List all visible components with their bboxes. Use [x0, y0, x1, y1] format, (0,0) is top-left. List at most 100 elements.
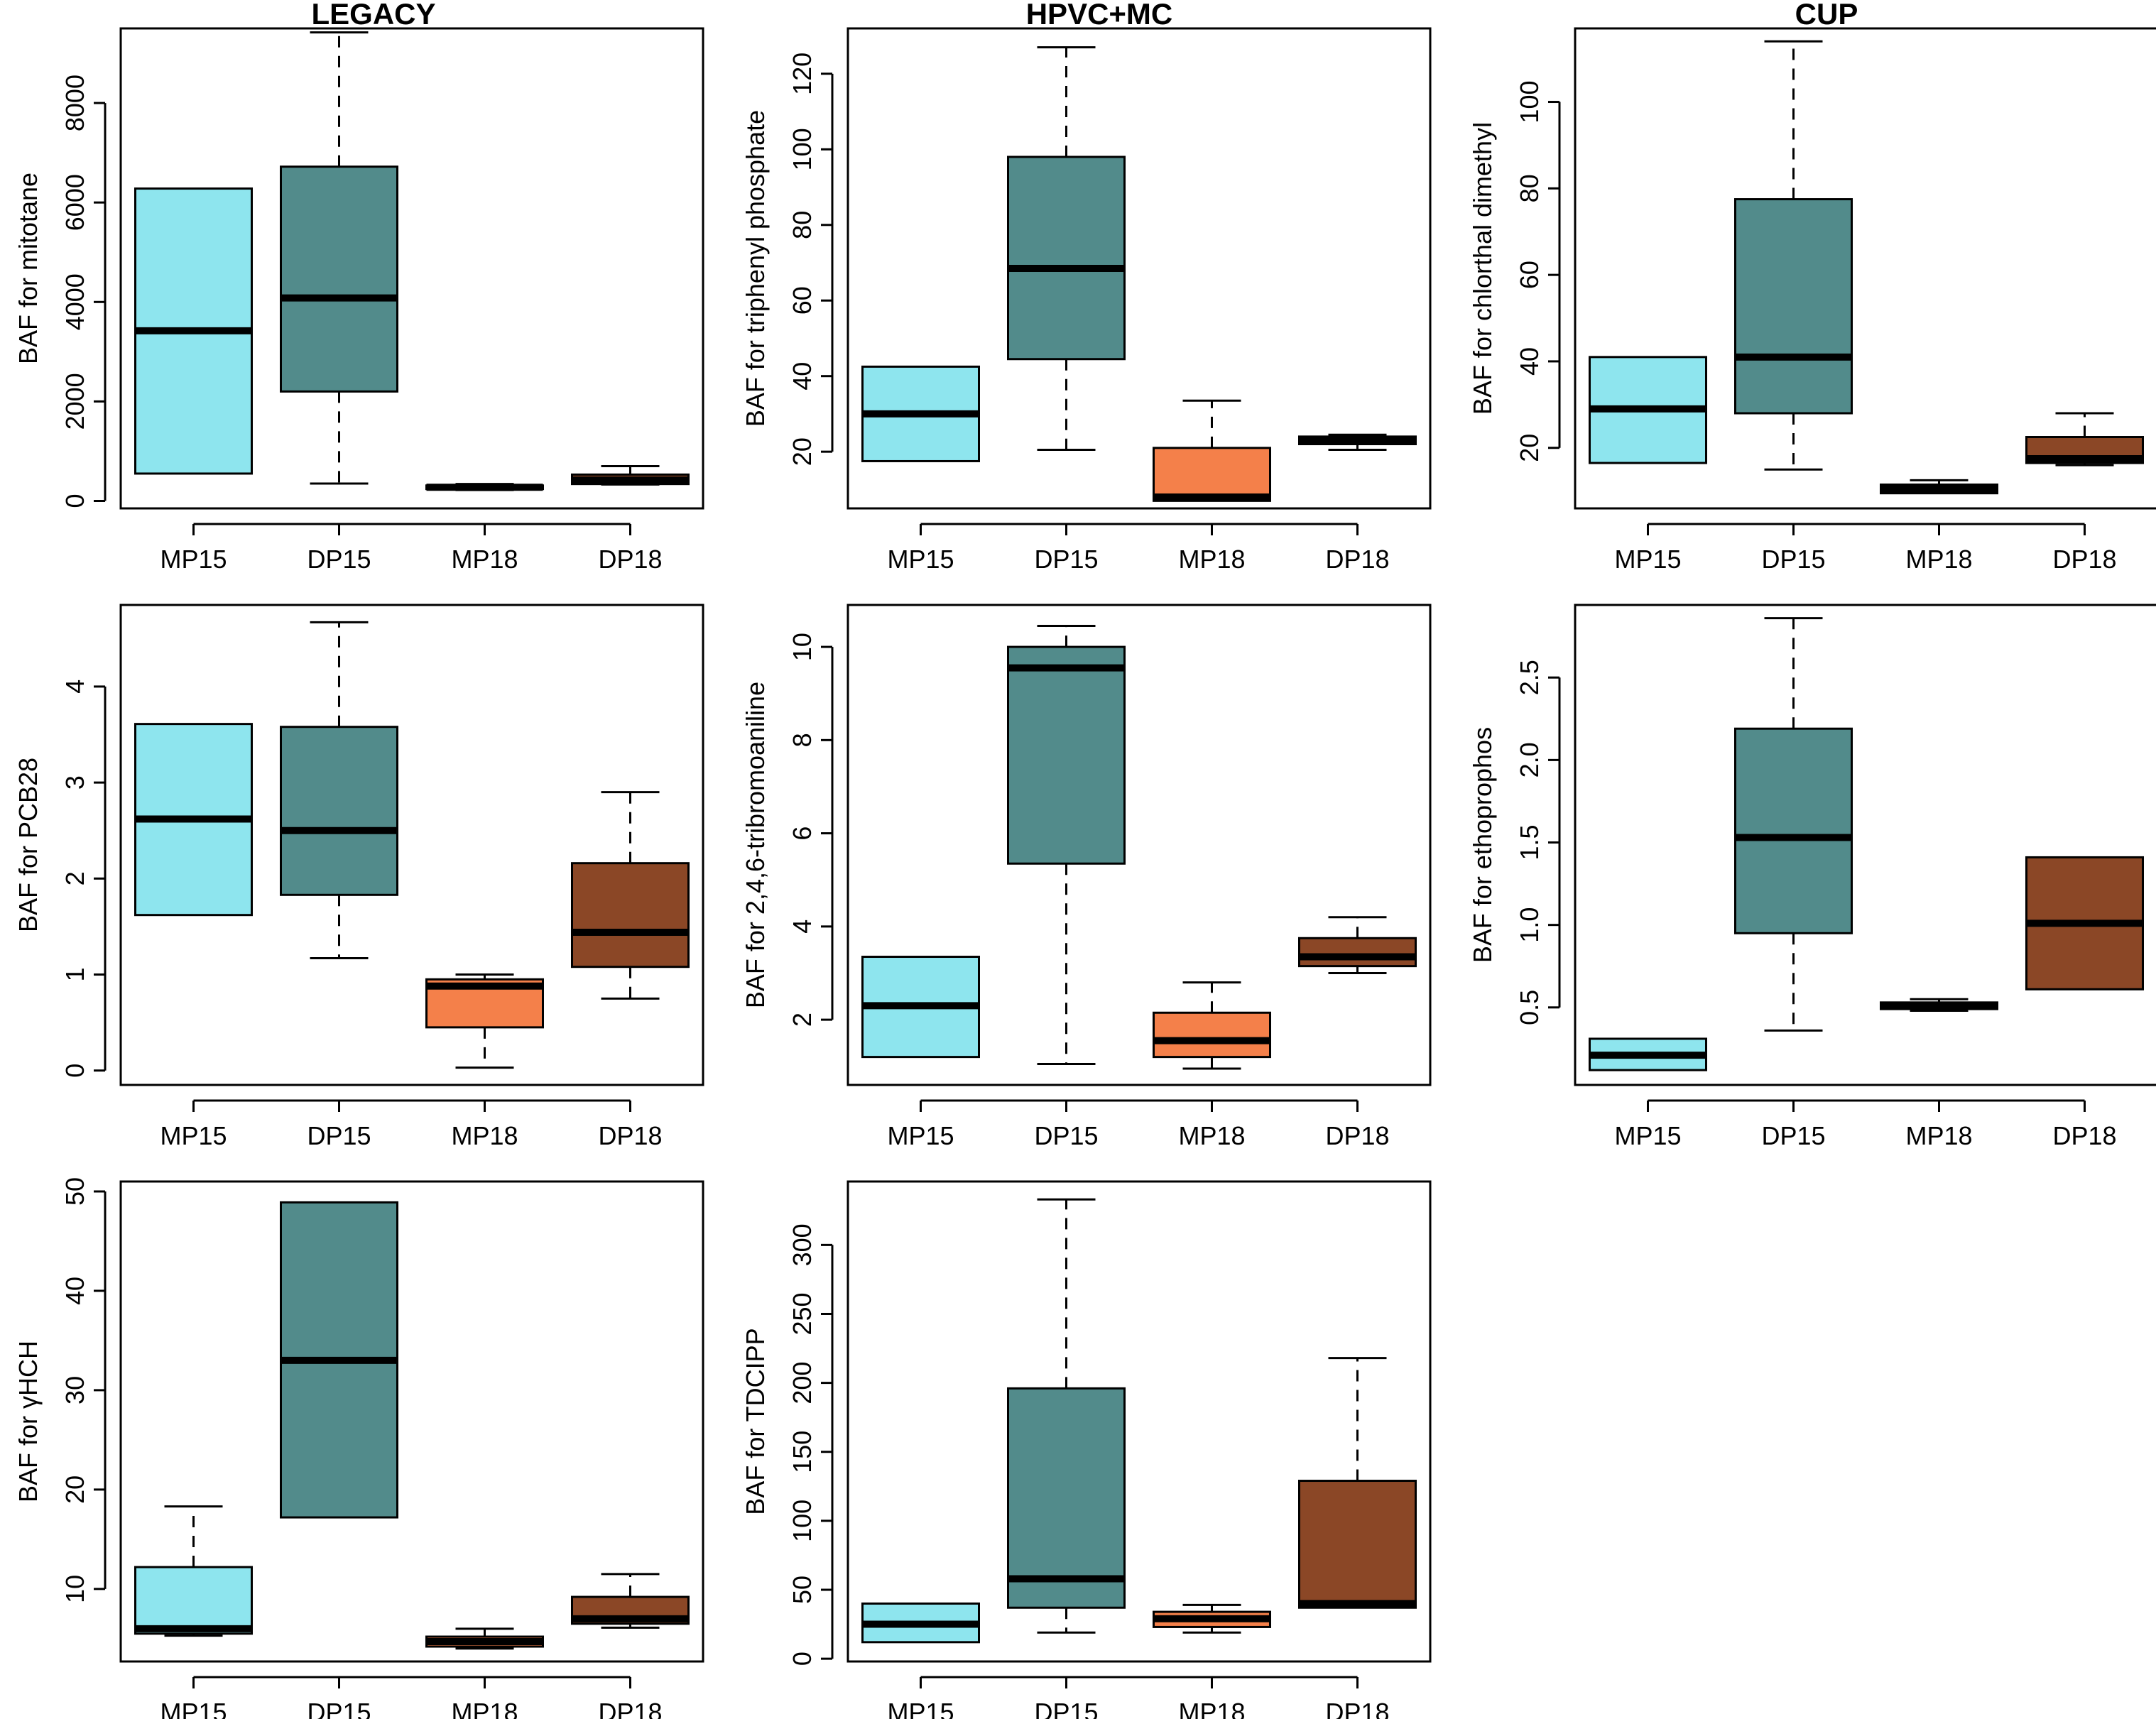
- box-dp18: [2025, 412, 2144, 466]
- y-tick-label: 200: [788, 1362, 817, 1404]
- box-body: [1734, 727, 1853, 934]
- y-tick-label: 80: [788, 211, 817, 239]
- box-body: [1298, 1480, 1417, 1609]
- boxplot-panel-4: 0 1 2 3 4 BAF for PCB28 MP15 DP15 MP18 DP18: [13, 604, 704, 1150]
- box-mp15: [861, 1602, 980, 1644]
- y-tick-label: 40: [788, 362, 817, 391]
- plot-frame: [119, 604, 704, 1086]
- x-tick-label: DP18: [598, 1121, 662, 1150]
- boxplot-panel-6: 0.5 1.0 1.5 2.0 2.5 BAF for ethoprophos MP15 DP…: [1468, 604, 2156, 1150]
- box-dp15: [1007, 46, 1126, 451]
- y-tick-label: 80: [1515, 174, 1544, 202]
- y-tick-label: 300: [788, 1223, 817, 1266]
- column-title-legacy: LEGACY: [311, 0, 435, 31]
- x-tick-label: MP15: [887, 545, 954, 574]
- x-tick-label: DP15: [1761, 1121, 1825, 1150]
- y-tick-label: 10: [60, 1575, 89, 1603]
- y-tick-label: 50: [788, 1576, 817, 1604]
- boxplot-panel-3: 20 40 60 80 100 BAF for chlorthal dimethyl MP1…: [1468, 27, 2156, 574]
- y-axis-label: BAF for chlorthal dimethyl: [1468, 122, 1497, 415]
- x-tick-label: MP15: [887, 1698, 954, 1719]
- y-tick-label: 4: [788, 919, 817, 934]
- x-tick-label: MP18: [1905, 1121, 1972, 1150]
- y-tick-label: 50: [60, 1177, 89, 1206]
- x-tick-label: MP15: [160, 1121, 227, 1150]
- box-dp15: [280, 1201, 398, 1519]
- box-dp18: [1298, 1357, 1417, 1609]
- x-tick-label: MP15: [887, 1121, 954, 1150]
- plot-frame: [1574, 27, 2156, 510]
- y-tick-label: 1: [60, 968, 89, 982]
- box-dp15: [280, 621, 398, 960]
- box-body: [1007, 1387, 1126, 1609]
- box-mp15: [861, 365, 980, 462]
- plot-frame: [846, 604, 1432, 1086]
- y-tick-label: 2.5: [1515, 660, 1544, 695]
- x-tick-label: MP18: [451, 545, 518, 574]
- x-tick-label: DP18: [598, 1698, 662, 1719]
- box-mp15: [134, 1505, 253, 1637]
- x-tick-label: DP18: [2052, 1121, 2116, 1150]
- x-tick-label: MP15: [160, 545, 227, 574]
- box-body: [1007, 155, 1126, 361]
- y-tick-label: 1.5: [1515, 824, 1544, 860]
- y-tick-label: 2.0: [1515, 742, 1544, 777]
- box-mp18: [425, 973, 544, 1069]
- box-body: [280, 726, 398, 896]
- box-mp18: [1880, 998, 1998, 1012]
- box-mp18: [1153, 1603, 1271, 1634]
- box-body: [1734, 198, 1853, 415]
- y-tick-label: 40: [1515, 347, 1544, 376]
- y-axis-label: BAF for ethoprophos: [1468, 727, 1497, 963]
- box-mp15: [134, 187, 253, 475]
- plot-frame: [119, 1180, 704, 1663]
- y-tick-label: 60: [788, 286, 817, 315]
- x-tick-label: DP15: [307, 1698, 371, 1719]
- y-tick-label: 4: [60, 680, 89, 694]
- y-tick-label: 2: [788, 1013, 817, 1027]
- y-axis-label: BAF for PCB28: [13, 758, 43, 932]
- y-tick-label: 0: [788, 1652, 817, 1666]
- x-tick-label: DP15: [307, 545, 371, 574]
- box-dp18: [571, 464, 690, 486]
- y-tick-label: 30: [60, 1376, 89, 1404]
- box-mp18: [1153, 981, 1271, 1070]
- box-body: [280, 165, 398, 393]
- y-tick-label: 0: [60, 493, 89, 508]
- x-tick-label: DP15: [1034, 1121, 1098, 1150]
- y-axis-label: BAF for TDCIPP: [741, 1328, 770, 1515]
- y-tick-label: 6: [788, 826, 817, 841]
- x-tick-label: MP18: [1178, 1698, 1245, 1719]
- box-body: [1007, 645, 1126, 865]
- y-tick-label: 8000: [60, 75, 89, 131]
- y-axis-label: BAF for 2,4,6-tribromoaniline: [741, 682, 770, 1008]
- y-tick-label: 60: [1515, 261, 1544, 289]
- x-tick-label: MP18: [451, 1698, 518, 1719]
- y-tick-label: 40: [60, 1277, 89, 1305]
- boxplot-panel-1: 0 2000 4000 6000 8000 BAF for mitotane MP15 DP1…: [13, 27, 704, 574]
- box-body: [134, 1566, 253, 1635]
- box-body: [1153, 447, 1271, 502]
- box-body: [1153, 1011, 1271, 1059]
- plot-frame: [119, 27, 704, 510]
- y-tick-label: 1.0: [1515, 907, 1544, 943]
- box-mp18: [425, 483, 544, 491]
- y-tick-label: 2000: [60, 373, 89, 430]
- box-dp15: [1007, 1198, 1126, 1634]
- box-dp18: [1298, 916, 1417, 974]
- y-tick-label: 6000: [60, 174, 89, 231]
- x-tick-label: MP18: [1178, 545, 1245, 574]
- box-mp15: [1589, 356, 1707, 464]
- y-tick-label: 0.5: [1515, 990, 1544, 1025]
- column-title-hpvc-mc: HPVC+MC: [1026, 0, 1173, 31]
- x-tick-label: DP18: [2052, 545, 2116, 574]
- y-tick-label: 150: [788, 1431, 817, 1473]
- x-tick-label: MP15: [1614, 1121, 1681, 1150]
- y-tick-label: 250: [788, 1292, 817, 1335]
- y-tick-label: 3: [60, 775, 89, 790]
- x-tick-label: DP15: [1034, 1698, 1098, 1719]
- box-mp15: [861, 956, 980, 1059]
- boxplot-panel-7: 10 20 30 40 50 BAF for γHCH MP15 DP15 MP18 DP18: [13, 1177, 704, 1719]
